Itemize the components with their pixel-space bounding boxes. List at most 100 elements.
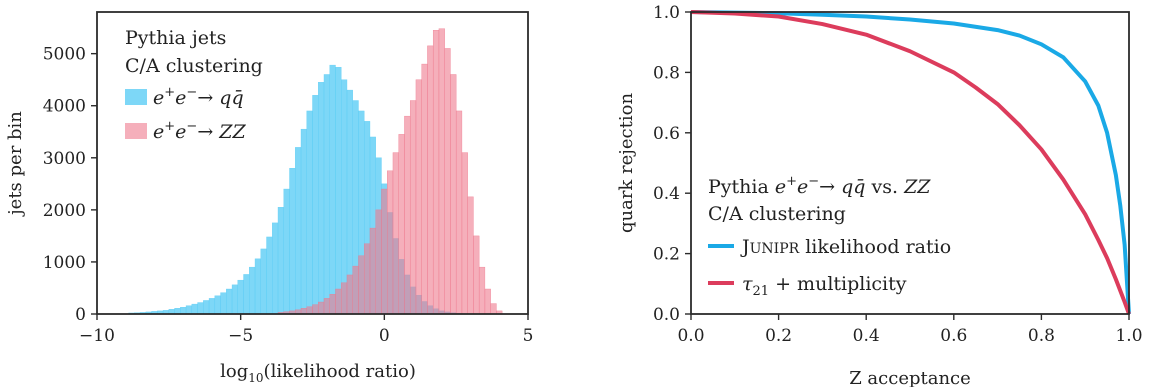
histogram-bar [203, 300, 210, 315]
legend-label-zz: e+e−→ ZZ [153, 119, 246, 143]
legend-label-qq: e+e−→ qq̄ [153, 85, 244, 109]
histogram-bar [306, 306, 313, 315]
y-tick-label: 3000 [43, 149, 86, 169]
histogram-bar [341, 79, 348, 315]
histogram-series-zz [277, 28, 503, 315]
y-tick-label: 0.2 [653, 245, 680, 265]
histogram-bar [197, 302, 204, 315]
histogram-bar [208, 298, 216, 315]
histogram-bar [364, 243, 371, 315]
roc-curve-tau21-multiplicity [690, 10, 1131, 315]
histogram-bar [318, 82, 325, 315]
histogram-bar [341, 282, 348, 315]
x-tick-label: 0.4 [853, 326, 880, 346]
histogram-bar [484, 288, 491, 315]
roc-curve-junipr [690, 10, 1131, 315]
legend-swatch-zz [125, 123, 147, 139]
x-tick-label: 0.6 [940, 326, 967, 346]
x-tick-label: 1.0 [1115, 326, 1142, 346]
histogram-panel: −10 −5 0 5 0 1000 2000 3000 4000 5000 jets per b… [5, 11, 533, 385]
roc-legend-title-line1: Pythia e+e−→ qq̄ vs. ZZ [708, 174, 931, 198]
histogram-bar [191, 303, 198, 315]
histogram-bar [329, 294, 336, 315]
histogram-x-axis-label: log10(likelihood ratio) [220, 361, 416, 385]
x-tick-label: 5 [523, 326, 534, 346]
histogram-bar [329, 64, 336, 315]
roc-plot-frame [690, 11, 1130, 315]
histogram-bar [312, 95, 319, 315]
histogram-bar [180, 307, 187, 315]
histogram-bar [283, 188, 290, 315]
histogram-bar [335, 66, 342, 315]
histogram-bar [289, 168, 296, 315]
histogram-bar [323, 74, 330, 315]
histogram-bar [266, 236, 273, 315]
histogram-bar [346, 274, 353, 315]
histogram-bar [473, 235, 480, 315]
histogram-bar [478, 266, 486, 315]
histogram-bar [421, 63, 428, 315]
histogram-bar [277, 207, 284, 315]
x-tick-label: 0.8 [1028, 326, 1055, 346]
histogram-bar [450, 74, 457, 315]
histogram-legend-title-line2: C/A clustering [125, 55, 263, 77]
histogram-bar [306, 110, 313, 315]
histogram-bar [404, 115, 411, 315]
roc-y-axis-label: quark rejection [616, 93, 637, 233]
histogram-bar [438, 28, 445, 315]
histogram-bar [490, 303, 497, 315]
histogram-bar [455, 110, 463, 315]
histogram-bar [392, 152, 399, 315]
histogram-bar [312, 304, 319, 315]
histogram-bar [352, 265, 359, 315]
y-tick-label: 5000 [43, 45, 86, 65]
histogram-bar [358, 255, 365, 315]
histogram-bar [323, 298, 330, 315]
roc-legend-title-line2: C/A clustering [708, 203, 846, 225]
roc-x-axis-label: Z acceptance [849, 368, 971, 387]
histogram-y-ticks: 0 1000 2000 3000 4000 5000 [43, 45, 97, 325]
histogram-bar [243, 274, 250, 315]
histogram-bar [260, 248, 267, 315]
histogram-x-ticks: −10 −5 0 5 [79, 314, 533, 346]
x-tick-label: −10 [79, 326, 115, 346]
histogram-plot-frame [96, 11, 529, 315]
histogram-bar [381, 188, 388, 315]
histogram-bar [398, 134, 405, 315]
histogram-bar [335, 288, 342, 315]
histogram-bar [415, 79, 422, 315]
histogram-bar [369, 227, 376, 315]
histogram-bar [300, 128, 307, 315]
roc-panel: 0.0 0.2 0.4 0.6 0.8 1.0 0.0 0.2 0.4 0.6 0.8 1.0 qu… [616, 3, 1143, 387]
histogram-bar [318, 301, 325, 315]
y-tick-label: 1.0 [653, 3, 680, 23]
legend-label-tau21: τ21 + multiplicity [742, 273, 907, 299]
legend-swatch-qq [125, 89, 147, 105]
legend-label-junipr: JUNIPR likelihood ratio [740, 236, 951, 258]
y-tick-label: 0.8 [653, 63, 680, 83]
x-tick-label: −5 [228, 326, 253, 346]
roc-legend: Pythia e+e−→ qq̄ vs. ZZ C/A clustering J… [708, 174, 951, 299]
histogram-bar [409, 100, 417, 315]
y-tick-label: 0 [75, 305, 86, 325]
histogram-bar [461, 152, 468, 315]
histogram-y-axis-label: jets per bin [5, 111, 26, 217]
roc-x-ticks: 0.0 0.2 0.4 0.6 0.8 1.0 [677, 314, 1143, 346]
histogram-bar [432, 30, 440, 315]
histogram-bar [220, 292, 227, 315]
histogram-legend: Pythia jets C/A clustering e+e−→ qq̄ e+e… [125, 27, 263, 143]
histogram-bar [375, 209, 382, 315]
y-tick-label: 1000 [43, 253, 86, 273]
roc-y-ticks: 0.0 0.2 0.4 0.6 0.8 1.0 [653, 3, 691, 325]
y-tick-label: 0.4 [653, 184, 680, 204]
histogram-bar [272, 222, 279, 315]
y-tick-label: 2000 [43, 201, 86, 221]
histogram-bar [444, 48, 451, 315]
y-tick-label: 0.0 [653, 305, 680, 325]
histogram-bar [231, 284, 238, 315]
histogram-bar [295, 147, 302, 315]
histogram-bar [237, 279, 244, 315]
histogram-bar [254, 258, 261, 315]
histogram-bar [185, 305, 193, 315]
